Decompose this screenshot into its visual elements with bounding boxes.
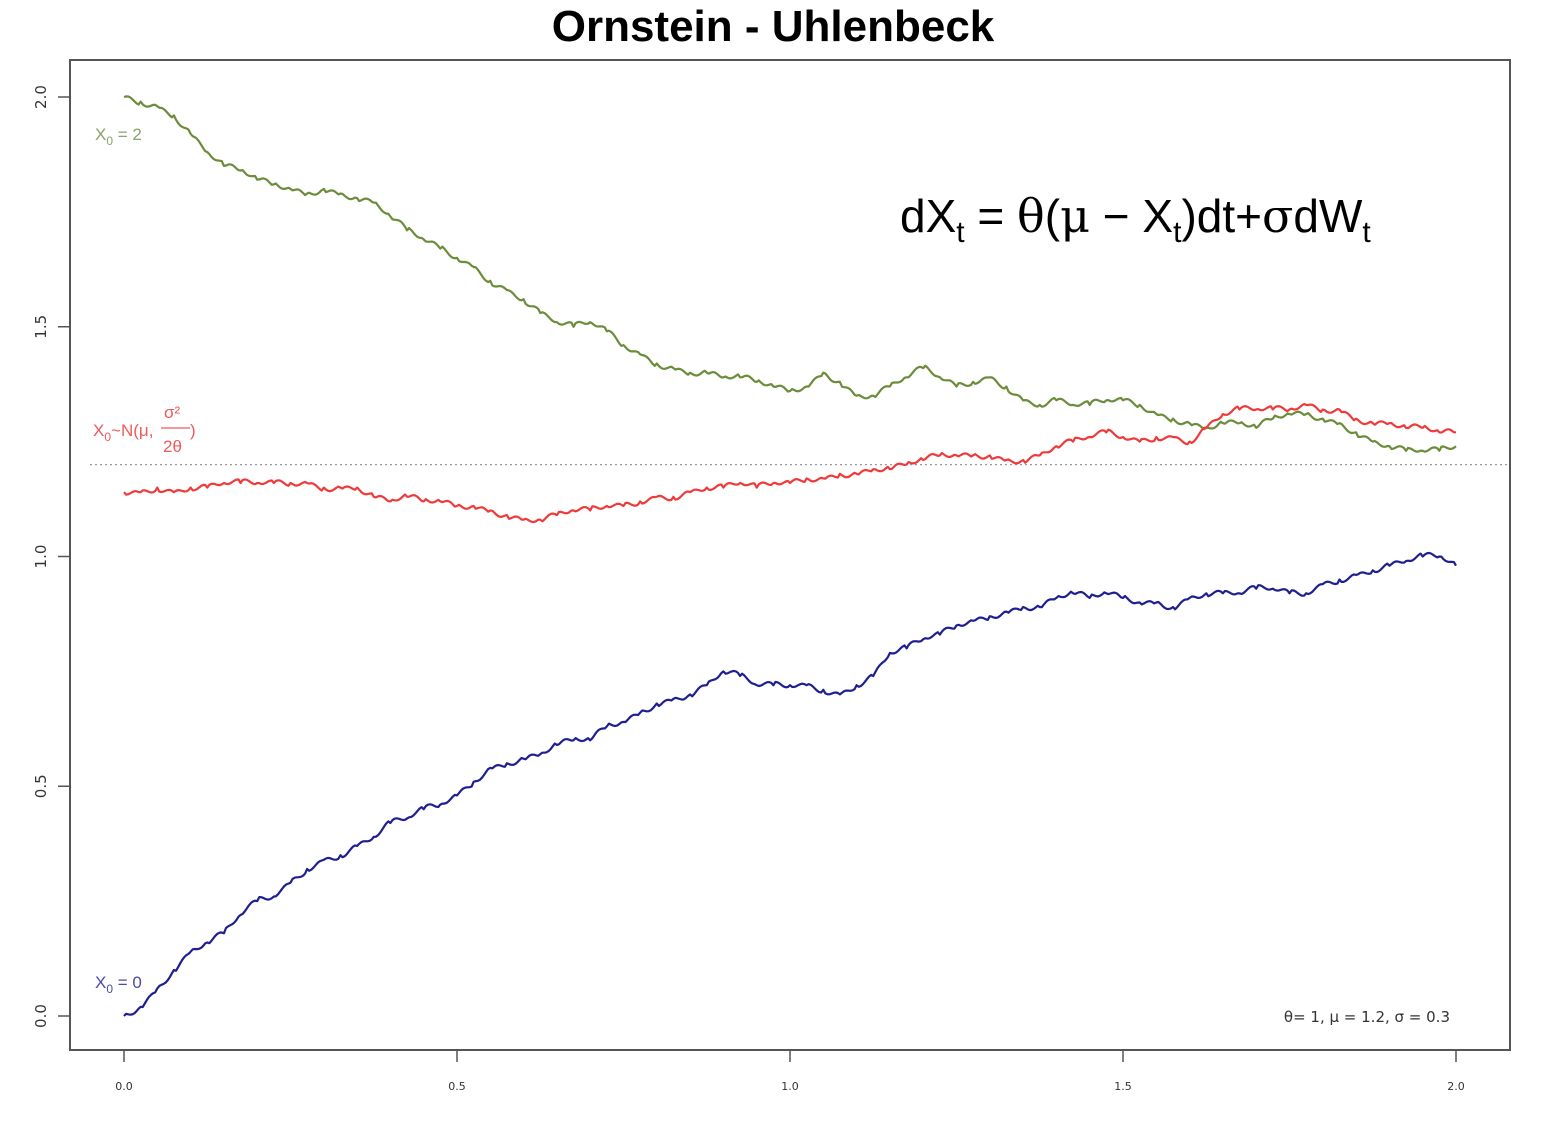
series-label-x0-0-rest: = 0 <box>113 973 142 992</box>
sde-formula: dXt = θ(μ − Xt)dt+σdWt <box>900 189 1371 249</box>
formula-dt-plus: dt+ <box>1197 190 1262 242</box>
series-label-x0-0-main: X <box>95 973 106 992</box>
x-tick-label: 1.5 <box>1114 1080 1132 1093</box>
y-tick-label: 1.5 <box>32 315 50 339</box>
series-label-close: ) <box>190 421 196 440</box>
formula-minus: − X <box>1090 190 1173 242</box>
y-tick-label: 2.0 <box>32 85 50 109</box>
x-tick-label: 2.0 <box>1447 1080 1465 1093</box>
params-annotation: θ= 1, μ = 1.2, σ = 0.3 <box>1284 1008 1450 1026</box>
series-lines <box>123 95 1457 1017</box>
y-tick-label: 0.5 <box>32 774 50 798</box>
series-line-1 <box>123 402 1457 524</box>
formula-paren-close: ) <box>1181 190 1196 242</box>
series-label-x0-normal: X0~N(μ, σ² 2θ ) <box>93 403 196 456</box>
series-label-x0-0: X0 = 0 <box>95 973 142 996</box>
formula-lhs-sub: t <box>956 216 965 249</box>
formula-paren-open: ( <box>1045 190 1061 242</box>
formula-theta: θ <box>1017 189 1045 243</box>
series-line-0 <box>123 95 1457 453</box>
axis-ticks: 0.0 0.5 1.0 1.5 2.0 0.0 0.5 1.0 1.5 2.0 <box>32 85 1465 1093</box>
series-label-frac-den: 2θ <box>163 437 182 456</box>
formula-dw-sub: t <box>1362 216 1371 249</box>
y-tick-label: 0.0 <box>32 1004 50 1028</box>
formula-sigma: σ <box>1262 189 1293 243</box>
formula-lhs: dX <box>900 190 956 242</box>
x-tick-label: 1.0 <box>781 1080 799 1093</box>
series-label-x0-2: X0 = 2 <box>95 125 142 148</box>
series-label-x0-normal-rest: ~N(μ, <box>111 421 153 440</box>
series-label-x0-0-sub: 0 <box>106 982 113 996</box>
x-tick-label: 0.0 <box>115 1080 133 1093</box>
formula-mu: μ <box>1060 189 1090 243</box>
series-label-x0-2-sub: 0 <box>106 134 113 148</box>
series-line-2 <box>123 551 1457 1017</box>
chart-title: Ornstein - Uhlenbeck <box>551 2 995 51</box>
series-label-x0-normal-main: X <box>93 421 104 440</box>
formula-dw: dW <box>1293 190 1363 242</box>
series-label-x0-2-rest: = 2 <box>113 125 142 144</box>
series-label-frac-num: σ² <box>164 403 180 422</box>
formula-eq: = <box>965 190 1017 242</box>
series-label-x0-normal-text: X0~N(μ, <box>93 421 153 444</box>
formula-x-sub: t <box>1173 216 1182 249</box>
x-tick-label: 0.5 <box>448 1080 466 1093</box>
series-label-x0-2-main: X <box>95 125 106 144</box>
y-tick-label: 1.0 <box>32 545 50 569</box>
series-label-x0-normal-sub: 0 <box>104 430 111 444</box>
